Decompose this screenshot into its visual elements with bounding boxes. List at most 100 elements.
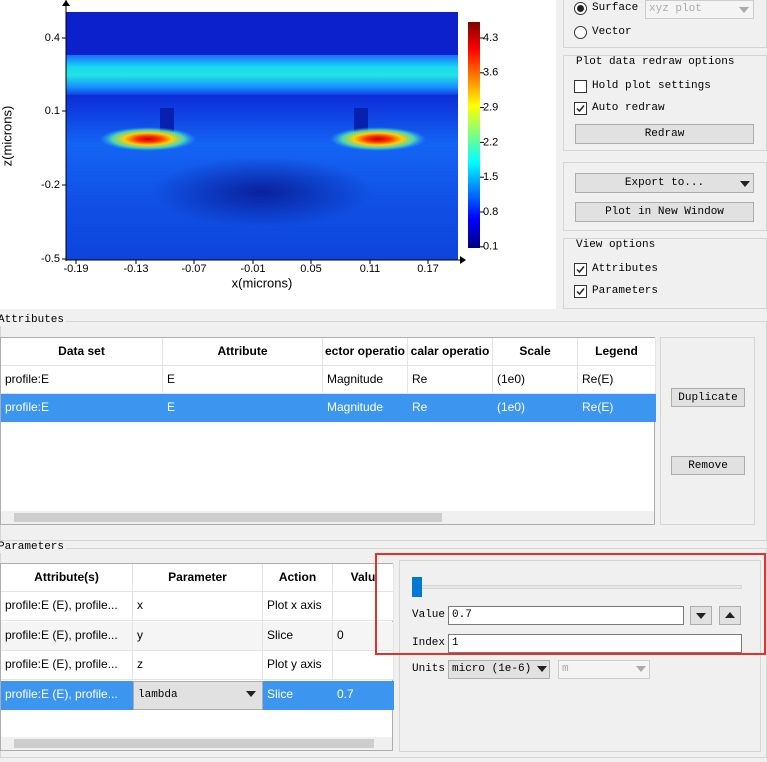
- colorbar-tick-label: 0.8: [483, 206, 498, 218]
- table-cell[interactable]: [333, 651, 394, 680]
- table-cell[interactable]: Re(E): [578, 366, 656, 394]
- button[interactable]: Redraw: [575, 124, 754, 144]
- x-axis-label: x(microns): [232, 275, 293, 290]
- radio-button[interactable]: [574, 26, 587, 39]
- checkbox[interactable]: [574, 80, 587, 93]
- table-cell[interactable]: (1e0): [493, 366, 578, 394]
- label: Parameters: [592, 285, 659, 297]
- column-header: Data set: [1, 338, 163, 366]
- x-tick-label: 0.05: [300, 263, 321, 275]
- slider-handle[interactable]: [412, 577, 422, 597]
- table-cell[interactable]: E: [163, 366, 323, 394]
- table-cell[interactable]: Re: [408, 394, 493, 422]
- x-tick-label: -0.19: [63, 263, 88, 275]
- radio-dot: [577, 5, 584, 12]
- table-cell[interactable]: lambda: [133, 680, 263, 710]
- button[interactable]: Export to...: [575, 173, 754, 193]
- y-axis-label: z(microns): [0, 106, 14, 167]
- column-header: Action: [263, 564, 333, 592]
- checkbox[interactable]: [574, 102, 587, 115]
- plot-canvas: 0.4 0.1 -0.2 -0.5-0.19 -0.13 -0.07 -0.01 0.05 0.…: [0, 0, 556, 309]
- attr-buttons-panel: [660, 337, 755, 525]
- checkbox[interactable]: [574, 263, 587, 276]
- y-tick-label: -0.2: [41, 179, 60, 191]
- checkbox[interactable]: [574, 285, 587, 298]
- check-mark: [576, 105, 585, 113]
- colorbar-tick-label: 2.2: [483, 136, 498, 148]
- dropdown[interactable]: micro (1e-6): [448, 660, 550, 679]
- group-title: View options: [574, 239, 658, 251]
- column-header: Legend: [578, 338, 656, 366]
- arrow-icon: [537, 666, 547, 672]
- table-cell[interactable]: Magnitude: [323, 366, 408, 394]
- x-tick-label: 0.17: [417, 263, 438, 275]
- colorbar-tick-label: 1.5: [483, 171, 498, 183]
- table-cell[interactable]: profile:E (E), profile...: [1, 680, 133, 710]
- table-cell[interactable]: Re: [408, 366, 493, 394]
- check-mark: [576, 266, 585, 274]
- label: Hold plot settings: [592, 80, 711, 92]
- arrow-icon: [725, 612, 735, 618]
- x-tick-label: 0.11: [360, 263, 381, 275]
- column-header: Attribute(s): [1, 564, 133, 592]
- dropdown[interactable]: xyz plot: [645, 0, 754, 19]
- label: Index: [412, 637, 446, 649]
- dropdown[interactable]: m: [558, 660, 650, 679]
- table-cell[interactable]: profile:E: [1, 394, 163, 422]
- check-mark: [576, 288, 585, 296]
- column-header: ector operatio: [323, 338, 408, 366]
- table-cell[interactable]: 0.7: [333, 680, 394, 710]
- arrow-icon: [696, 613, 706, 619]
- column-header: calar operatio: [408, 338, 493, 366]
- x-tick-label: -0.07: [181, 263, 206, 275]
- table-cell[interactable]: Magnitude: [323, 394, 408, 422]
- table-cell[interactable]: Plot y axis: [263, 651, 333, 680]
- column-header: Scale: [493, 338, 578, 366]
- column-header: Attribute: [163, 338, 323, 366]
- button[interactable]: Plot in New Window: [575, 202, 754, 222]
- x-tick-label: -0.13: [123, 263, 148, 275]
- table-cell[interactable]: (1e0): [493, 394, 578, 422]
- arrow-icon: [246, 691, 256, 697]
- arrow-icon: [739, 7, 749, 13]
- section-title: Parameters: [0, 541, 67, 553]
- y-tick-label: -0.5: [41, 253, 60, 265]
- table-cell[interactable]: E: [163, 394, 323, 422]
- highlight-box: [375, 553, 766, 655]
- label: Value: [412, 609, 446, 621]
- table-cell[interactable]: x: [133, 592, 263, 621]
- label: Auto redraw: [592, 102, 665, 114]
- column-header: Valu: [333, 564, 394, 592]
- button[interactable]: Remove: [671, 456, 745, 475]
- section-title: Attributes: [0, 314, 67, 326]
- table-cell[interactable]: Re(E): [578, 394, 656, 422]
- y-tick-label: 0.4: [45, 32, 60, 44]
- table-cell[interactable]: Slice: [263, 621, 333, 651]
- table-cell[interactable]: Plot x axis: [263, 592, 333, 621]
- label: Vector: [592, 26, 632, 38]
- text-input[interactable]: 1: [448, 634, 742, 653]
- table-cell[interactable]: z: [133, 651, 263, 680]
- colorbar-tick-label: 2.9: [483, 102, 498, 114]
- table-cell[interactable]: profile:E: [1, 366, 163, 394]
- button[interactable]: Duplicate: [671, 388, 745, 407]
- slider-panel: [399, 560, 761, 752]
- label: Units: [412, 663, 446, 675]
- x-tick-label: -0.01: [240, 263, 265, 275]
- table-cell[interactable]: y: [133, 621, 263, 651]
- table-cell[interactable]: 0: [333, 621, 394, 651]
- table-cell[interactable]: profile:E (E), profile...: [1, 592, 133, 621]
- group-title: Plot data redraw options: [574, 56, 737, 68]
- table-cell[interactable]: profile:E (E), profile...: [1, 621, 133, 651]
- colorbar-tick-label: 3.6: [483, 67, 498, 79]
- table-cell[interactable]: profile:E (E), profile...: [1, 651, 133, 680]
- label: Attributes: [592, 263, 659, 275]
- table-cell[interactable]: [333, 592, 394, 621]
- arrow-icon: [740, 181, 750, 187]
- text-input[interactable]: 0.7: [448, 606, 684, 625]
- table-cell[interactable]: Slice: [263, 680, 333, 710]
- scrollbar-thumb: [14, 513, 442, 522]
- label: Surface: [592, 2, 639, 14]
- colorbar-tick-label: 4.3: [483, 32, 498, 44]
